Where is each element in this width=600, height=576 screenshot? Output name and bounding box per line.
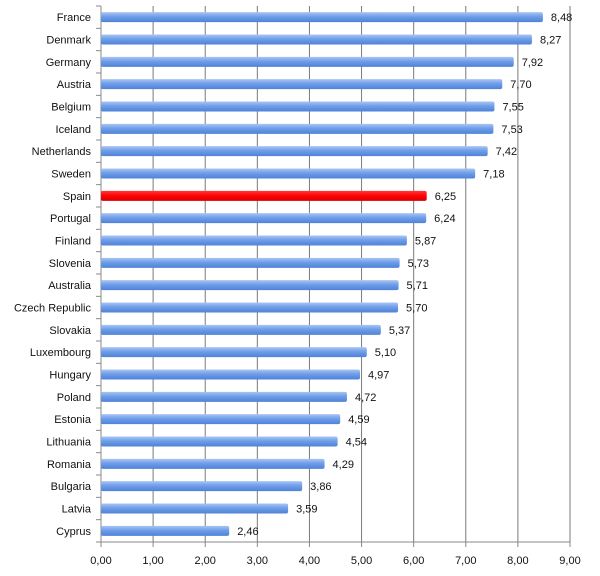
value-label: 5,10 (375, 347, 396, 359)
labels: 0,00 1,00 2,00 3,00 4,00 5,00 6,00 7,00 8,00 9,00… (14, 12, 581, 567)
bar (101, 280, 399, 291)
x-tick-label: 6,00 (403, 555, 424, 567)
value-label: 4,54 (346, 437, 367, 449)
value-label: 7,42 (496, 146, 517, 158)
value-label: 4,29 (333, 459, 354, 471)
category-label: France (57, 12, 91, 24)
value-label: 7,55 (502, 102, 523, 114)
category-label: Romania (47, 459, 92, 471)
category-label: Poland (57, 392, 91, 404)
category-label: Netherlands (32, 146, 92, 158)
axes (96, 5, 571, 547)
x-tick-label: 9,00 (559, 555, 580, 567)
category-label: Luxembourg (30, 347, 91, 359)
category-label: Belgium (51, 102, 91, 114)
x-tick-label: 5,00 (351, 555, 372, 567)
bar (101, 12, 543, 23)
category-label: Bulgaria (51, 481, 92, 493)
value-label: 2,46 (237, 526, 258, 538)
category-label: Slovakia (49, 325, 91, 337)
x-tick-label: 2,00 (195, 555, 216, 567)
bar (101, 436, 338, 447)
value-label: 5,87 (415, 236, 436, 248)
bar (101, 168, 476, 179)
bar (101, 101, 495, 112)
category-label: Finland (55, 236, 91, 248)
category-label: Hungary (49, 370, 91, 382)
value-label: 4,72 (355, 392, 376, 404)
category-label: Australia (48, 280, 92, 292)
value-label: 4,59 (348, 414, 369, 426)
value-label: 7,18 (483, 169, 504, 181)
value-label: 7,53 (501, 124, 522, 136)
value-label: 5,37 (389, 325, 410, 337)
value-label: 4,97 (368, 370, 389, 382)
category-label: Slovenia (49, 258, 92, 270)
bar (101, 302, 399, 313)
value-label: 3,59 (296, 504, 317, 516)
category-label: Spain (63, 191, 91, 203)
bar (101, 146, 488, 157)
x-tick-label: 0,00 (90, 555, 111, 567)
bar (101, 414, 341, 425)
value-label: 6,24 (434, 213, 455, 225)
category-label: Latvia (62, 504, 92, 516)
x-tick-label: 7,00 (455, 555, 476, 567)
bar (101, 235, 407, 246)
bar (101, 56, 514, 67)
x-tick-label: 1,00 (142, 555, 163, 567)
category-label: Sweden (51, 169, 91, 181)
value-label: 8,48 (551, 12, 572, 24)
bar (101, 34, 532, 45)
bar (101, 257, 400, 268)
bar (101, 213, 427, 224)
bar (101, 458, 325, 469)
category-label: Denmark (46, 35, 91, 47)
bars (101, 12, 543, 536)
bar (101, 324, 381, 335)
bar (101, 525, 230, 536)
bar (101, 391, 347, 402)
category-label: Estonia (54, 414, 92, 426)
value-label: 5,71 (407, 280, 428, 292)
category-label: Germany (46, 57, 92, 69)
bar (101, 347, 367, 358)
value-label: 8,27 (540, 35, 561, 47)
x-tick-label: 8,00 (507, 555, 528, 567)
category-label: Portugal (50, 213, 91, 225)
bar (101, 369, 360, 380)
value-label: 7,92 (522, 57, 543, 69)
bar (101, 481, 303, 492)
bar-highlight (101, 190, 427, 201)
category-label: Lithuania (46, 437, 92, 449)
bar (101, 503, 289, 514)
category-label: Czech Republic (14, 303, 92, 315)
category-label: Iceland (56, 124, 91, 136)
x-tick-label: 4,00 (299, 555, 320, 567)
x-tick-label: 3,00 (247, 555, 268, 567)
bar (101, 79, 503, 90)
value-label: 6,25 (435, 191, 456, 203)
value-label: 5,73 (408, 258, 429, 270)
gridlines (100, 6, 571, 542)
category-label: Austria (57, 79, 92, 91)
value-label: 5,70 (406, 303, 427, 315)
value-label: 7,70 (510, 79, 531, 91)
value-label: 3,86 (310, 481, 331, 493)
bar (101, 123, 494, 134)
category-label: Cyprus (56, 526, 91, 538)
